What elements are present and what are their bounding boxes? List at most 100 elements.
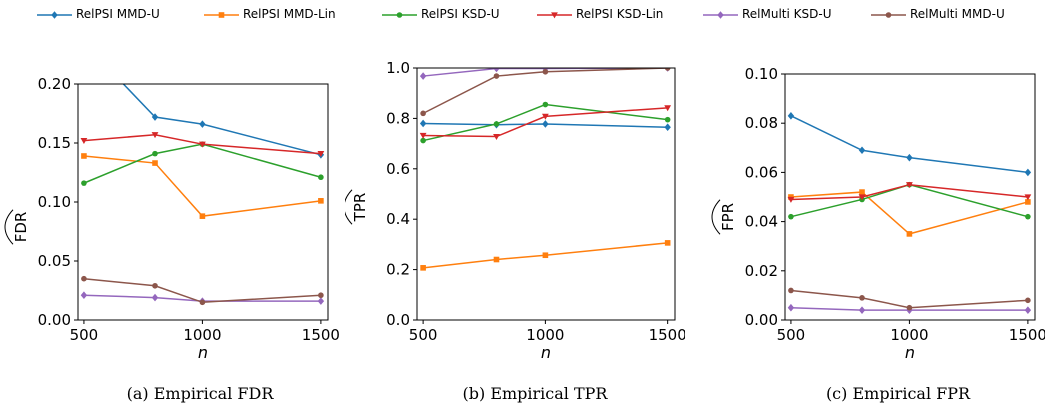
legend-swatch [204, 12, 239, 18]
data-point [787, 196, 795, 203]
caption-fpr: (c) Empirical FPR [825, 384, 971, 403]
y-axis-label-hat [4, 209, 14, 245]
x-tick-label: 500 [70, 326, 99, 344]
x-tick-label: 1000 [526, 326, 564, 344]
data-point [199, 120, 206, 128]
data-point [317, 297, 325, 305]
data-point [420, 137, 426, 144]
series-line [790, 191, 1029, 235]
y-tick-label: 0.15 [38, 134, 71, 152]
data-point [80, 138, 88, 145]
data-point [199, 141, 206, 148]
y-axis-label: TPR [345, 189, 369, 225]
data-point [906, 304, 913, 311]
x-axis-label: n [905, 343, 915, 362]
y-tick-label: 0.00 [745, 311, 778, 329]
caption-fdr: (a) Empirical FDR [126, 384, 274, 403]
fpr-chart-plot: 0.00 0.02 0.04 0.06 0.08 0.10 500 1000 1500 n FPR [711, 65, 1045, 362]
x-axis-label: n [198, 343, 208, 362]
legend-label: RelMulti MMD-U [910, 7, 1005, 21]
legend-swatch [537, 12, 572, 19]
legend-label: RelPSI KSD-Lin [576, 7, 664, 21]
y-tick-label: 0.10 [38, 193, 71, 211]
series-line [423, 242, 668, 269]
x-axis-label: n [541, 343, 551, 362]
data-point [493, 68, 500, 73]
y-tick-label: 0.05 [38, 252, 71, 270]
y-tick-label: 0.02 [745, 262, 778, 280]
legend-marker [218, 12, 225, 18]
data-point [493, 133, 500, 140]
series-line [83, 155, 321, 217]
tpr-chart: 0.0 0.2 0.4 0.6 0.8 1.0 500 1000 1500 n TPR [345, 52, 685, 362]
legend-swatch [871, 12, 906, 18]
data-point [664, 105, 672, 112]
svg-text:FPR: FPR [719, 203, 737, 231]
legend-swatch [382, 12, 417, 18]
data-point [1024, 168, 1032, 177]
data-point [318, 174, 324, 181]
series-line [422, 68, 668, 115]
data-point [81, 180, 87, 186]
legend-marker [396, 12, 403, 18]
y-tick-label: 0.0 [386, 311, 410, 329]
data-point [493, 256, 500, 263]
legend-marker [551, 12, 558, 19]
legend-marker [885, 12, 892, 18]
data-point [151, 293, 159, 302]
data-point [80, 291, 88, 300]
y-axis-label: FDR [4, 209, 30, 245]
plot-frame [416, 67, 676, 321]
x-tick-label: 500 [777, 326, 806, 344]
legend-swatch [37, 11, 72, 19]
data-point [493, 73, 500, 79]
data-point [81, 275, 87, 282]
data-point [419, 72, 427, 80]
x-tick-label: 1500 [649, 326, 685, 344]
svg-text:TPR: TPR [351, 193, 369, 223]
series-line [790, 289, 1028, 309]
caption-tpr: (b) Empirical TPR [462, 384, 608, 403]
data-point [1024, 306, 1032, 314]
y-tick-label: 0.8 [386, 109, 410, 127]
series-line [790, 183, 1029, 218]
series-line [83, 133, 321, 155]
data-point [859, 295, 865, 301]
data-point [152, 160, 158, 166]
y-axis-label-hat [711, 199, 721, 235]
data-point [664, 240, 671, 246]
data-point [419, 132, 427, 139]
data-point [199, 213, 206, 219]
data-point [906, 182, 913, 189]
y-tick-label: 0.08 [745, 114, 778, 132]
data-point [199, 299, 206, 306]
legend-label: RelMulti KSD-U [742, 7, 832, 21]
y-tick-label: 0.2 [386, 261, 410, 279]
data-point [419, 119, 427, 128]
y-tick-label: 0.06 [745, 163, 778, 181]
series-line [790, 115, 1028, 174]
data-point [787, 303, 795, 312]
tpr-chart-plot: 0.0 0.2 0.4 0.6 0.8 1.0 500 1000 1500 n TPR [345, 59, 685, 362]
y-tick-label: 1.0 [386, 59, 410, 77]
data-point [664, 123, 671, 132]
x-tick-label: 1000 [183, 326, 221, 344]
data-point [542, 101, 549, 108]
fdr-chart: 0.00 0.05 0.10 0.15 0.20 500 1000 1500 n FDR [0, 52, 340, 362]
data-point [318, 198, 324, 204]
plot-frame [784, 73, 1036, 321]
data-point [542, 68, 549, 75]
series-line [122, 84, 322, 156]
y-tick-label: 0.10 [745, 65, 778, 83]
y-tick-label: 0.6 [386, 160, 410, 178]
data-point [788, 287, 794, 294]
series-line [83, 143, 322, 184]
legend-label: RelPSI MMD-U [76, 7, 160, 21]
data-point [318, 292, 324, 299]
series-line [83, 277, 321, 304]
y-tick-label: 0.20 [38, 75, 71, 93]
data-point [1025, 297, 1031, 304]
x-tick-label: 1500 [302, 326, 340, 344]
data-point [858, 146, 866, 155]
legend-label: RelPSI KSD-U [421, 7, 500, 21]
